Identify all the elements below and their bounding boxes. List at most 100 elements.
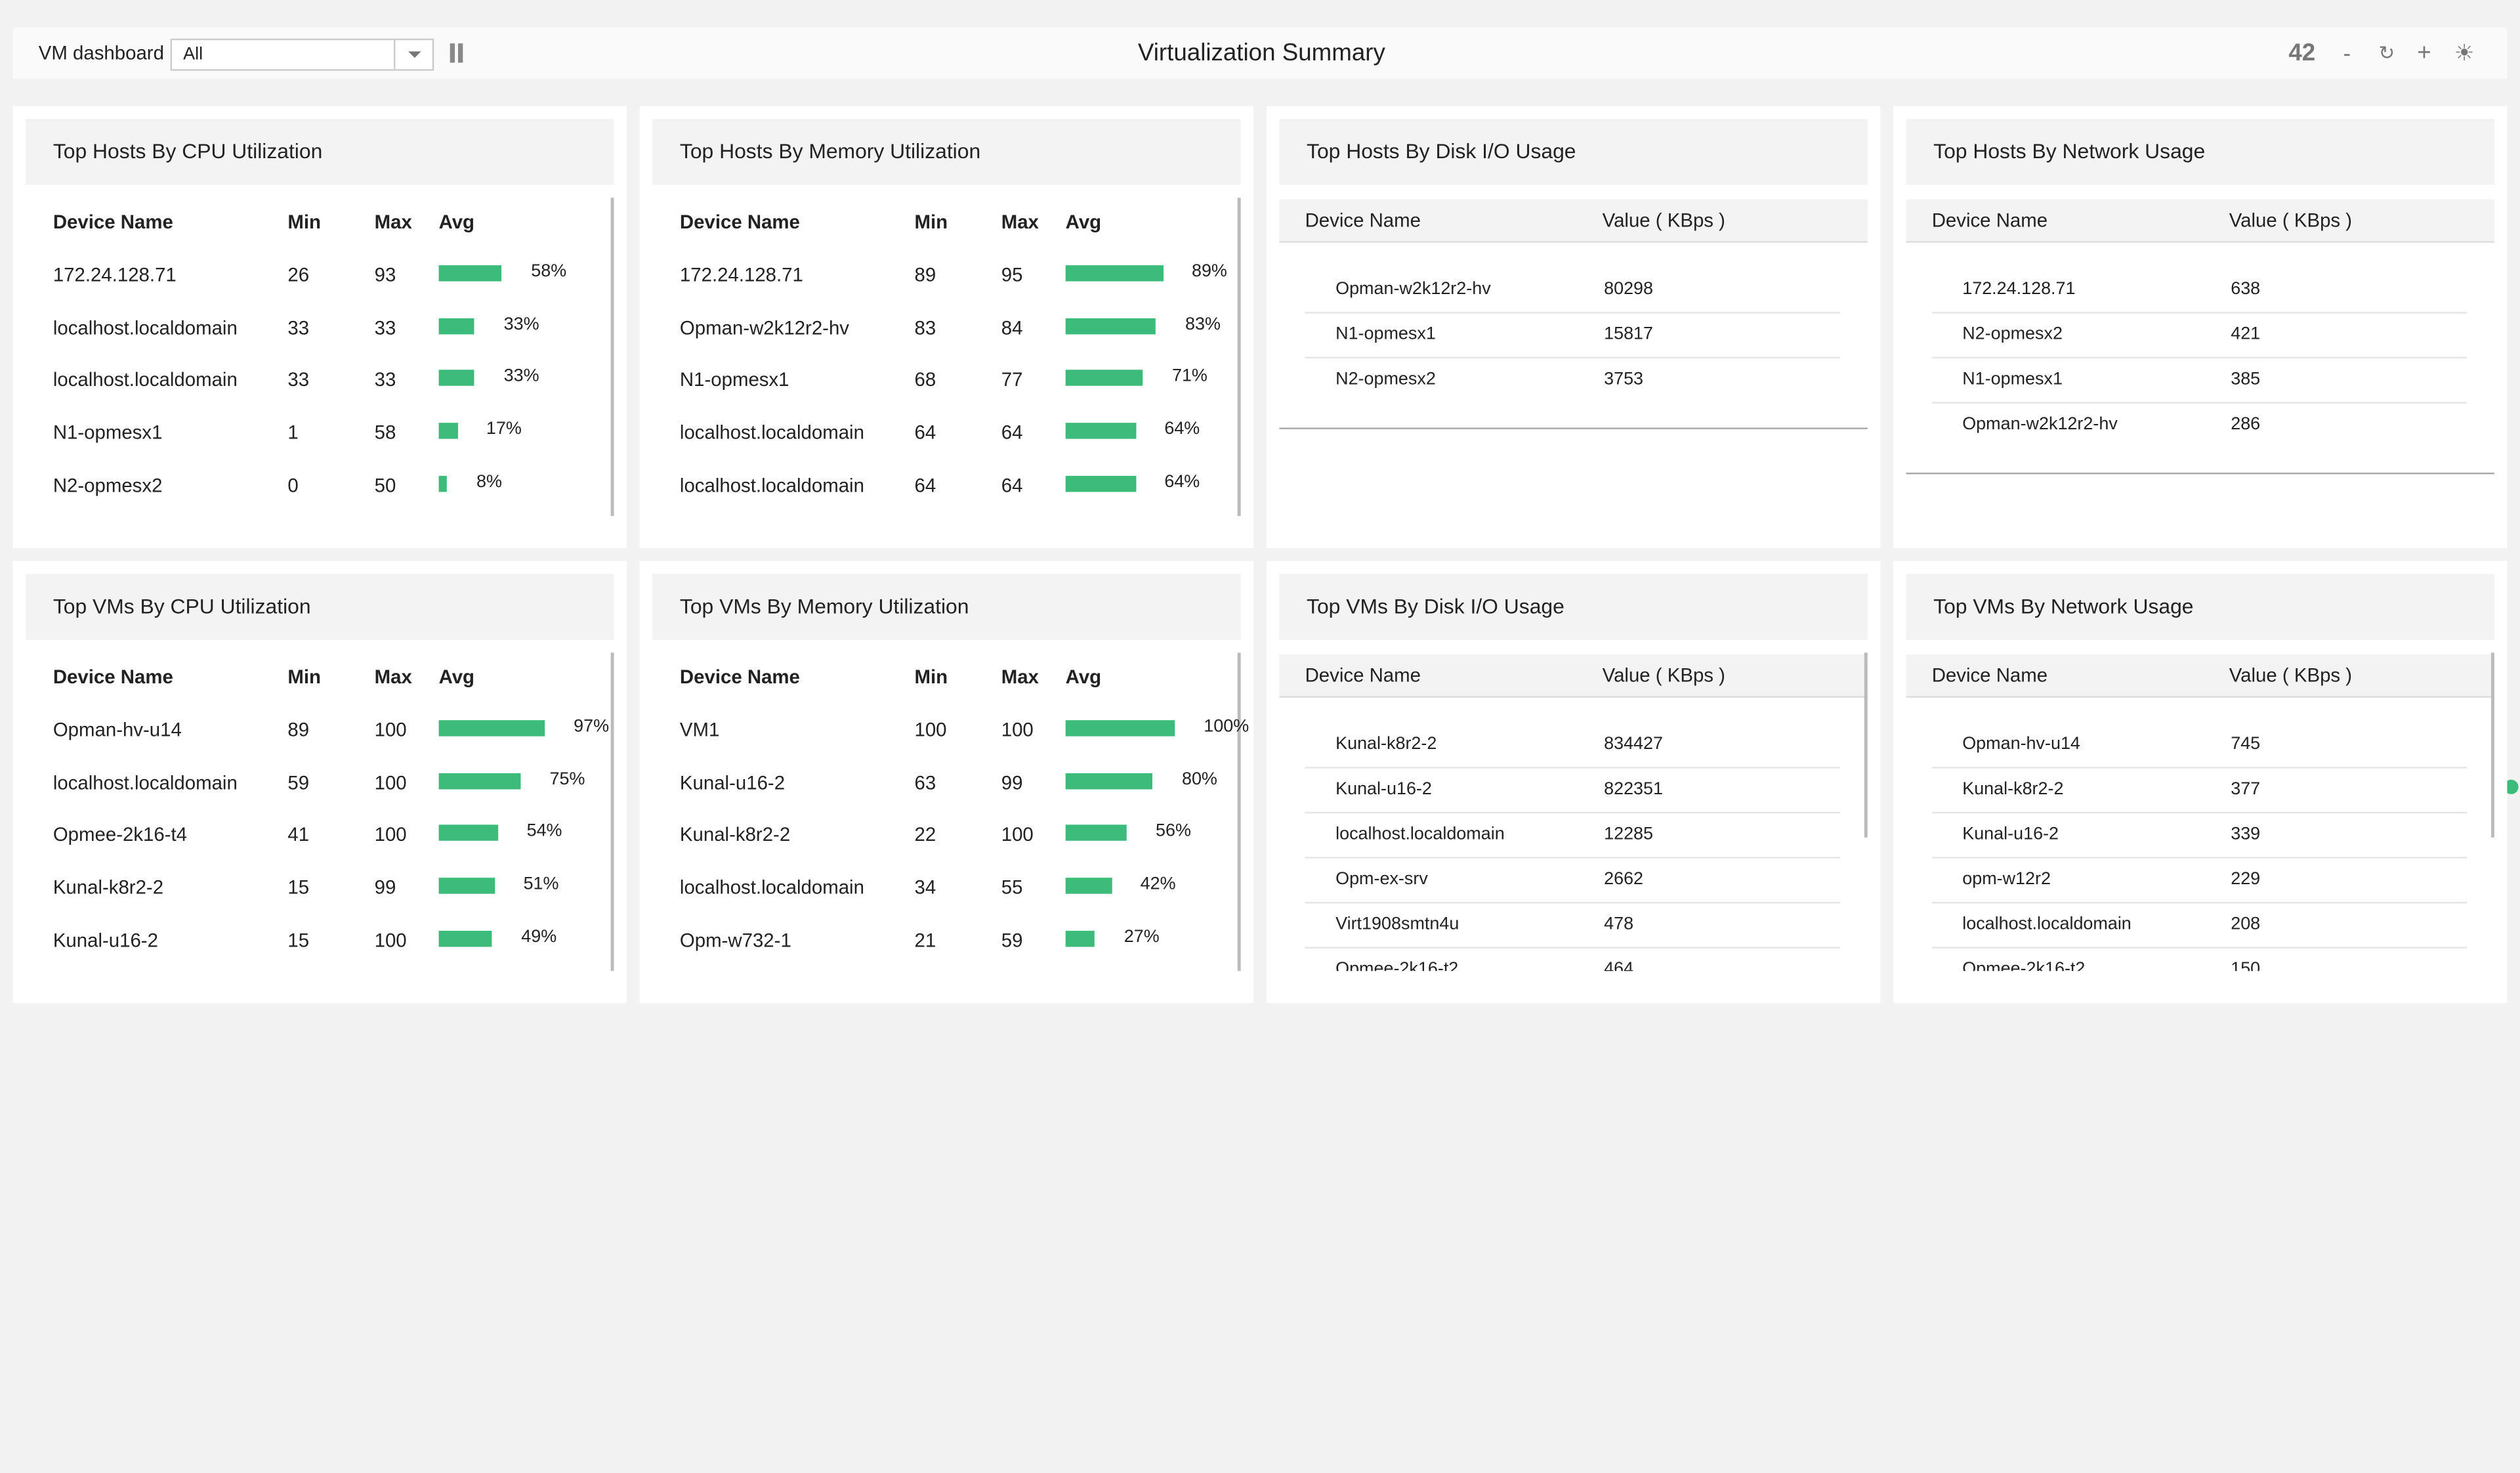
theme-icon[interactable]: ☀ <box>2454 39 2475 66</box>
min-value: 21 <box>914 929 936 952</box>
widget-body: Device Name Min Max Avg VM1 100 100 100% Kunal-u… <box>640 645 1254 971</box>
max-value: 55 <box>1001 876 1023 899</box>
min-value: 1 <box>287 421 299 444</box>
min-value: 89 <box>914 263 936 286</box>
min-value: 33 <box>287 368 310 392</box>
device-name: 172.24.128.71 <box>52 263 177 286</box>
column-header: Device Name <box>679 665 800 689</box>
scrollbar <box>1864 652 1868 838</box>
avg-bar <box>438 318 475 334</box>
min-value: 68 <box>914 368 936 392</box>
column-header: Min <box>287 210 321 234</box>
min-value: 22 <box>914 823 936 847</box>
widget-title: Top Hosts By CPU Utilization <box>52 139 323 163</box>
widget-title: Top Hosts By Memory Utilization <box>679 139 981 163</box>
min-value: 34 <box>914 876 936 899</box>
avg-label: 64% <box>1164 472 1200 492</box>
min-value: 59 <box>287 771 310 794</box>
device-name: localhost.localdomain <box>52 316 238 339</box>
avg-label: 51% <box>523 874 559 894</box>
table-header-bg <box>1279 654 1868 698</box>
column-header: Min <box>287 665 321 689</box>
max-value: 33 <box>374 368 396 392</box>
widget-title: Top VMs By Memory Utilization <box>679 593 969 618</box>
avg-bar <box>438 773 521 789</box>
pause-button[interactable] <box>450 43 455 63</box>
column-header: Min <box>914 665 948 689</box>
max-value: 100 <box>1001 718 1034 741</box>
min-value: 64 <box>914 473 936 497</box>
row-separator <box>1305 767 1841 769</box>
device-name: localhost.localdomain <box>1335 824 1505 844</box>
device-name: Opman-w2k12r2-hv <box>679 316 849 339</box>
avg-bar <box>438 370 475 387</box>
column-header: Value ( KBps ) <box>2229 664 2353 687</box>
min-value: 100 <box>914 718 947 741</box>
value: 822351 <box>1604 779 1664 800</box>
max-value: 95 <box>1001 263 1023 286</box>
device-name: VM1 <box>679 718 720 741</box>
avg-label: 27% <box>1124 927 1160 947</box>
avg-bar <box>1065 878 1112 894</box>
value: 745 <box>2231 735 2261 754</box>
avg-bar <box>1065 318 1156 334</box>
row-separator <box>1931 947 2468 949</box>
widget-header: Top VMs By Memory Utilization <box>652 574 1241 640</box>
avg-label: 54% <box>526 822 562 842</box>
scrollbar <box>1237 652 1241 971</box>
zoom-out[interactable]: - <box>2343 40 2351 66</box>
max-value: 100 <box>374 718 407 741</box>
value: 2662 <box>1604 869 1644 889</box>
max-value: 58 <box>374 421 396 444</box>
column-header: Device Name <box>52 665 173 689</box>
device-name: Kunal-k8r2-2 <box>1962 779 2064 800</box>
min-value: 89 <box>287 718 310 741</box>
min-value: 26 <box>287 263 310 286</box>
avg-label: 75% <box>549 769 585 789</box>
value: 339 <box>2231 824 2261 844</box>
refresh-icon[interactable]: ↻ <box>2378 41 2395 64</box>
avg-bar <box>1065 720 1175 736</box>
filter-select[interactable]: All <box>170 38 434 71</box>
avg-bar <box>438 423 457 439</box>
zoom-in[interactable]: + <box>2417 39 2431 67</box>
widget: Top Hosts By Memory Utilization Device Na… <box>639 106 1254 549</box>
min-value: 15 <box>287 929 310 952</box>
refresh-interval: 42 <box>2288 39 2316 67</box>
device-name: N2-opmesx2 <box>1962 324 2063 345</box>
widget: Top Hosts By Disk I/O Usage Device Name Va… <box>1266 106 1881 549</box>
avg-bar <box>438 878 495 894</box>
table-bottom-line <box>1906 473 2494 475</box>
value: 12285 <box>1604 824 1654 844</box>
device-name: localhost.localdomain <box>52 368 238 392</box>
row-separator <box>1305 857 1841 859</box>
device-name: localhost.localdomain <box>679 473 864 497</box>
avg-label: 80% <box>1181 769 1217 789</box>
widget: Top VMs By Network Usage Device Name Value… <box>1893 561 2508 1004</box>
max-value: 100 <box>374 929 407 952</box>
avg-label: 56% <box>1156 822 1191 842</box>
device-name: N1-opmesx1 <box>1962 370 2063 389</box>
device-name: localhost.localdomain <box>679 421 864 444</box>
scrollbar <box>610 198 614 517</box>
widget-body: Device Name Value ( KBps ) Opman-hv-u14 745… <box>1893 645 2508 971</box>
widget-title: Top Hosts By Disk I/O Usage <box>1307 139 1576 163</box>
status-dot <box>2504 779 2519 794</box>
value: 464 <box>1604 960 1634 971</box>
column-header: Avg <box>438 665 475 689</box>
device-name: Opman-w2k12r2-hv <box>1335 280 1491 299</box>
max-value: 100 <box>374 771 407 794</box>
value: 421 <box>2231 324 2261 345</box>
max-value: 93 <box>374 263 396 286</box>
avg-bar <box>438 720 545 736</box>
page-title: Virtualization Summary <box>1137 39 1385 67</box>
avg-label: 33% <box>503 314 539 334</box>
value: 478 <box>1604 914 1634 934</box>
column-header: Device Name <box>679 210 800 234</box>
row-separator <box>1305 811 1841 814</box>
value: 3753 <box>1604 370 1644 389</box>
device-name: Opmee-2k16-t2 <box>1335 960 1459 971</box>
row-separator <box>1305 901 1841 904</box>
